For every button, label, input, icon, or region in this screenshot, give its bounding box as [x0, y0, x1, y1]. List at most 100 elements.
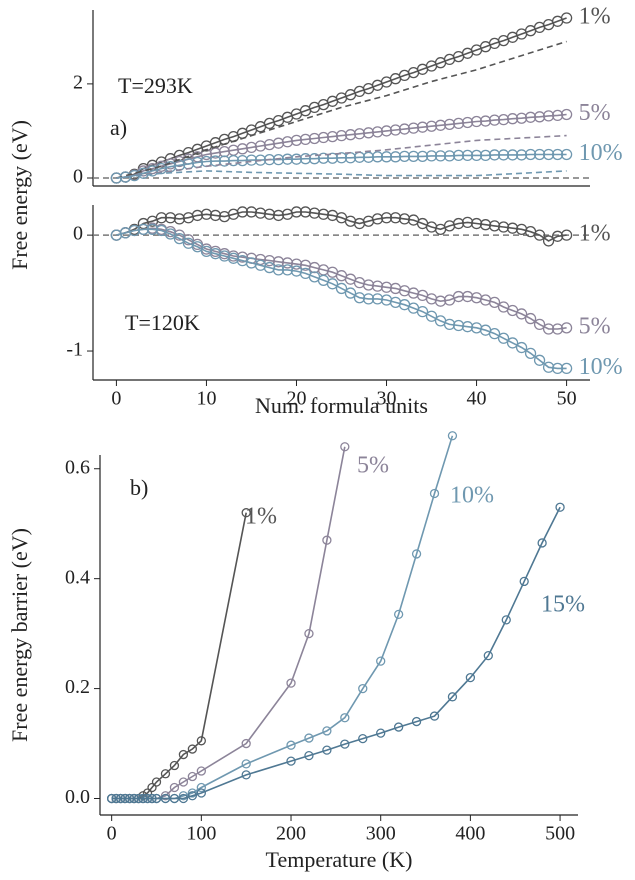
data-point: [187, 771, 198, 782]
x-axis-label: Temperature (K): [266, 847, 413, 872]
y-axis-label: Free energy barrier (eV): [7, 528, 32, 742]
series-line: [111, 506, 561, 800]
data-point: [299, 206, 312, 218]
data-point: [164, 228, 177, 240]
data-point: [178, 777, 189, 787]
data-point: [272, 153, 285, 166]
data-point: [560, 229, 573, 241]
data-point: [380, 151, 393, 163]
x-tick-label: 50: [557, 388, 577, 410]
x-tick-label: 0: [111, 388, 121, 410]
data-point: [461, 321, 474, 333]
data-point: [497, 221, 510, 233]
data-point: [416, 150, 429, 163]
data-point: [138, 793, 148, 804]
data-point: [281, 153, 294, 165]
data-point: [317, 152, 330, 164]
data-point: [542, 110, 555, 122]
data-point: [380, 125, 393, 137]
data-point: [519, 576, 529, 587]
data-point: [290, 258, 303, 270]
data-point: [129, 793, 139, 804]
data-point: [533, 354, 546, 366]
data-point: [340, 442, 350, 452]
data-point: [555, 502, 565, 512]
data-point: [151, 793, 162, 804]
data-point: [178, 749, 189, 760]
annotation: T=293K: [118, 73, 193, 98]
data-point: [533, 111, 546, 123]
data-point: [263, 208, 276, 220]
data-point: [398, 150, 411, 163]
data-point: [146, 223, 159, 235]
data-point: [151, 777, 162, 787]
data-point: [308, 153, 321, 165]
dashed-line: [116, 40, 567, 179]
data-point: [362, 293, 375, 305]
data-point: [461, 216, 474, 229]
data-point: [533, 148, 546, 161]
data-point: [196, 788, 206, 798]
data-point: [120, 793, 130, 804]
data-point: [115, 793, 126, 804]
data-point: [272, 256, 285, 268]
data-point: [389, 151, 402, 163]
data-point: [160, 791, 171, 801]
data-point: [326, 130, 339, 143]
data-point: [308, 207, 321, 219]
data-point: [286, 756, 296, 766]
x-tick-label: 40: [467, 388, 487, 410]
data-point: [407, 150, 420, 163]
data-point: [322, 535, 332, 545]
data-point: [371, 280, 384, 292]
data-point: [286, 678, 296, 688]
series-label: 10%: [450, 483, 494, 509]
data-point: [542, 235, 555, 247]
data-point: [241, 508, 251, 518]
data-point: [169, 782, 180, 793]
data-point: [398, 213, 411, 225]
data-point: [335, 129, 348, 142]
data-point: [515, 149, 528, 161]
data-point: [380, 212, 393, 224]
data-point: [178, 793, 189, 804]
data-point: [173, 229, 186, 241]
series-line: [116, 113, 567, 179]
data-point: [286, 740, 296, 750]
data-point: [322, 745, 332, 755]
data-point: [470, 115, 483, 128]
data-point: [344, 287, 357, 299]
data-point: [488, 327, 501, 340]
data-point: [254, 207, 267, 219]
series-line: [116, 227, 567, 330]
data-point: [362, 151, 375, 163]
data-point: [506, 222, 519, 234]
data-point: [447, 431, 458, 441]
data-point: [411, 716, 422, 727]
data-point: [236, 206, 249, 218]
data-point: [169, 793, 180, 804]
data-point: [187, 788, 198, 798]
y-tick-label: 0.0: [65, 786, 90, 808]
data-point: [263, 138, 276, 151]
data-point: [147, 782, 157, 793]
data-point: [281, 264, 294, 276]
data-point: [196, 736, 206, 746]
data-point: [506, 113, 519, 125]
y-tick-label: -1: [66, 339, 83, 361]
data-point: [411, 549, 422, 559]
data-point: [479, 149, 492, 162]
data-point: [371, 126, 384, 138]
data-point: [483, 650, 493, 661]
data-point: [542, 148, 555, 161]
data-point: [191, 209, 204, 222]
data-point: [107, 793, 117, 804]
data-point: [128, 224, 141, 237]
data-point: [429, 488, 440, 499]
data-point: [272, 137, 285, 149]
data-point: [142, 793, 153, 804]
data-point: [524, 312, 537, 325]
series-label: 1%: [579, 4, 611, 30]
data-point: [272, 209, 285, 222]
